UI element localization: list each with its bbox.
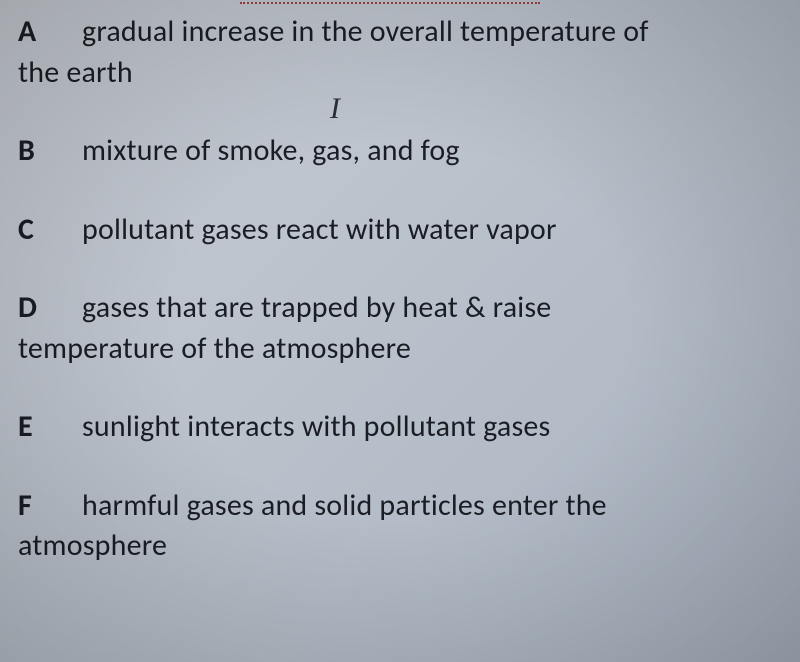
definition-item-d: D gases that are trapped by heat & raise… bbox=[18, 288, 782, 369]
item-text: pollutant gases react with water vapor bbox=[82, 210, 782, 251]
definition-item-f: F harmful gases and solid particles ente… bbox=[18, 486, 782, 567]
item-letter: C bbox=[18, 210, 82, 251]
item-letter: F bbox=[18, 486, 82, 527]
item-text-line2: the earth bbox=[18, 53, 782, 94]
item-letter: B bbox=[18, 131, 82, 172]
definition-item-e: E sunlight interacts with pollutant gase… bbox=[18, 407, 782, 448]
item-text-line1: gases that are trapped by heat & raise bbox=[82, 289, 551, 326]
item-letter: A bbox=[18, 12, 82, 53]
item-text: gases that are trapped by heat & raise t… bbox=[82, 288, 782, 369]
definition-item-a: A gradual increase in the overall temper… bbox=[18, 12, 782, 93]
item-letter: E bbox=[18, 407, 82, 448]
item-text: mixture of smoke, gas, and fog bbox=[82, 131, 782, 172]
definition-item-c: C pollutant gases react with water vapor bbox=[18, 210, 782, 251]
item-text-line1: harmful gases and solid particles enter … bbox=[82, 487, 607, 524]
item-letter: D bbox=[18, 288, 82, 329]
item-text: harmful gases and solid particles enter … bbox=[82, 486, 782, 567]
spellcheck-underline-remnant bbox=[240, 2, 540, 4]
text-cursor-icon: I bbox=[330, 92, 340, 126]
item-text-line1: gradual increase in the overall temperat… bbox=[82, 13, 649, 50]
definition-item-b: B mixture of smoke, gas, and fog bbox=[18, 131, 782, 172]
item-text: gradual increase in the overall temperat… bbox=[82, 12, 782, 93]
item-text-line2: atmosphere bbox=[18, 526, 782, 567]
item-text-line2: temperature of the atmosphere bbox=[18, 329, 782, 370]
item-text: sunlight interacts with pollutant gases bbox=[82, 407, 782, 448]
